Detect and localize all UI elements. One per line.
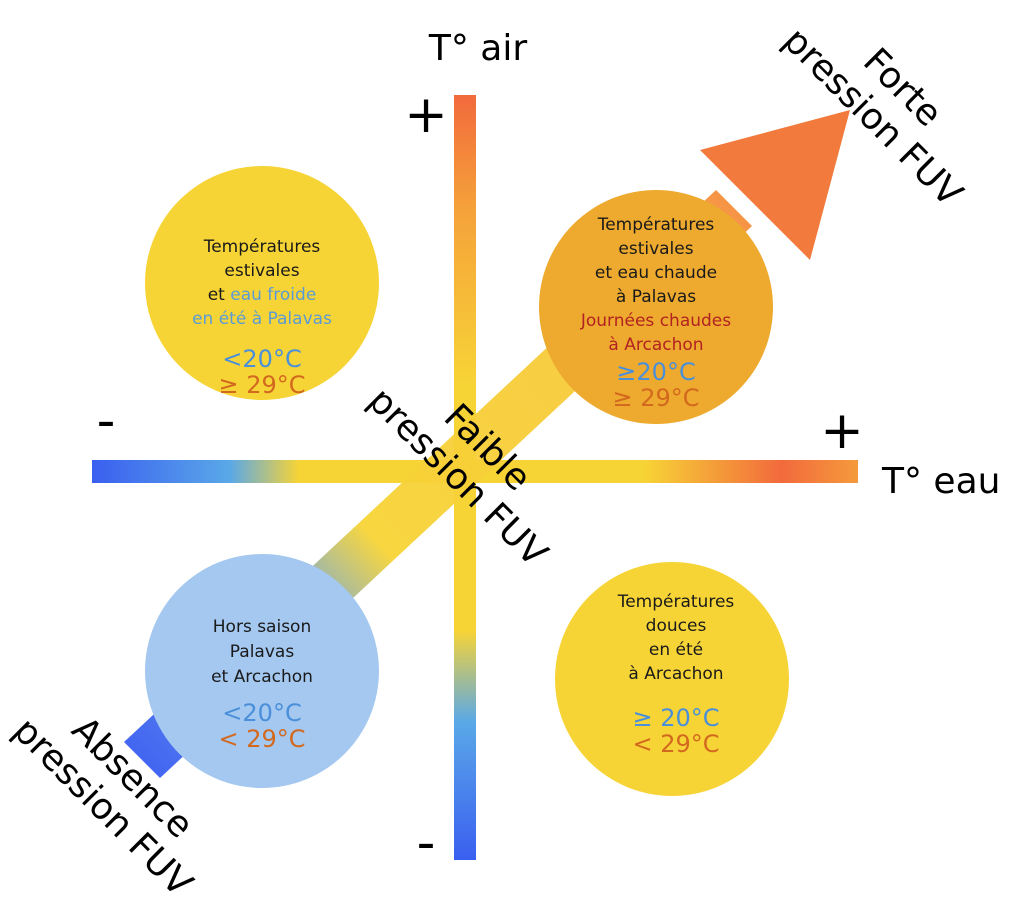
tl-air: ≥ 29°C bbox=[218, 371, 305, 399]
tl-line3-blue: eau froide bbox=[230, 285, 316, 305]
tl-line3-plain: et bbox=[208, 285, 231, 305]
text-bottom-right: Températures douces en été à Arcachon ≥ … bbox=[617, 592, 735, 758]
bl-air: < 29°C bbox=[218, 725, 305, 753]
y-axis-label: T° air bbox=[428, 28, 527, 69]
tr-air: ≥ 29°C bbox=[612, 384, 699, 412]
tl-line4: en été à Palavas bbox=[192, 309, 332, 329]
bl-line1: Hors saison bbox=[213, 617, 311, 637]
tr-line6: à Arcachon bbox=[608, 335, 703, 355]
tr-line5: Journées chaudes bbox=[580, 311, 731, 331]
br-line2: douces bbox=[646, 616, 707, 636]
circle-bottom-right bbox=[555, 562, 789, 796]
tl-water: <20°C bbox=[222, 345, 301, 373]
bl-line2: Palavas bbox=[230, 642, 295, 662]
bl-line3: et Arcachon bbox=[211, 667, 313, 687]
tr-water: ≥20°C bbox=[616, 358, 695, 386]
tr-line4: à Palavas bbox=[616, 287, 696, 307]
br-line1: Températures bbox=[617, 592, 735, 612]
y-plus-sign: + bbox=[404, 85, 448, 145]
tl-line3: et eau froide bbox=[208, 285, 317, 305]
tr-line3: et eau chaude bbox=[595, 263, 717, 283]
br-air: < 29°C bbox=[632, 730, 719, 758]
text-bottom-left: Hors saison Palavas et Arcachon <20°C < … bbox=[211, 617, 313, 753]
circle-bottom-left bbox=[145, 554, 379, 788]
bl-water: <20°C bbox=[222, 699, 301, 727]
tr-line2: estivales bbox=[618, 239, 693, 259]
x-minus-sign: - bbox=[97, 391, 116, 451]
br-line4: à Arcachon bbox=[628, 664, 723, 684]
text-top-right: Températures estivales et eau chaude à P… bbox=[580, 215, 731, 412]
tl-line2: estivales bbox=[224, 261, 299, 281]
circle-top-left bbox=[145, 166, 379, 400]
x-plus-sign: + bbox=[820, 401, 864, 461]
tl-line1: Températures bbox=[203, 237, 321, 257]
br-water: ≥ 20°C bbox=[632, 704, 719, 732]
arrow-head bbox=[700, 110, 850, 260]
circle-top-right bbox=[539, 190, 773, 424]
text-top-left: Températures estivales et eau froide en … bbox=[192, 237, 332, 399]
br-line3: en été bbox=[649, 640, 703, 660]
y-minus-sign: - bbox=[417, 813, 436, 873]
x-axis-label: T° eau bbox=[881, 461, 1000, 502]
tr-line1: Températures bbox=[597, 215, 715, 235]
